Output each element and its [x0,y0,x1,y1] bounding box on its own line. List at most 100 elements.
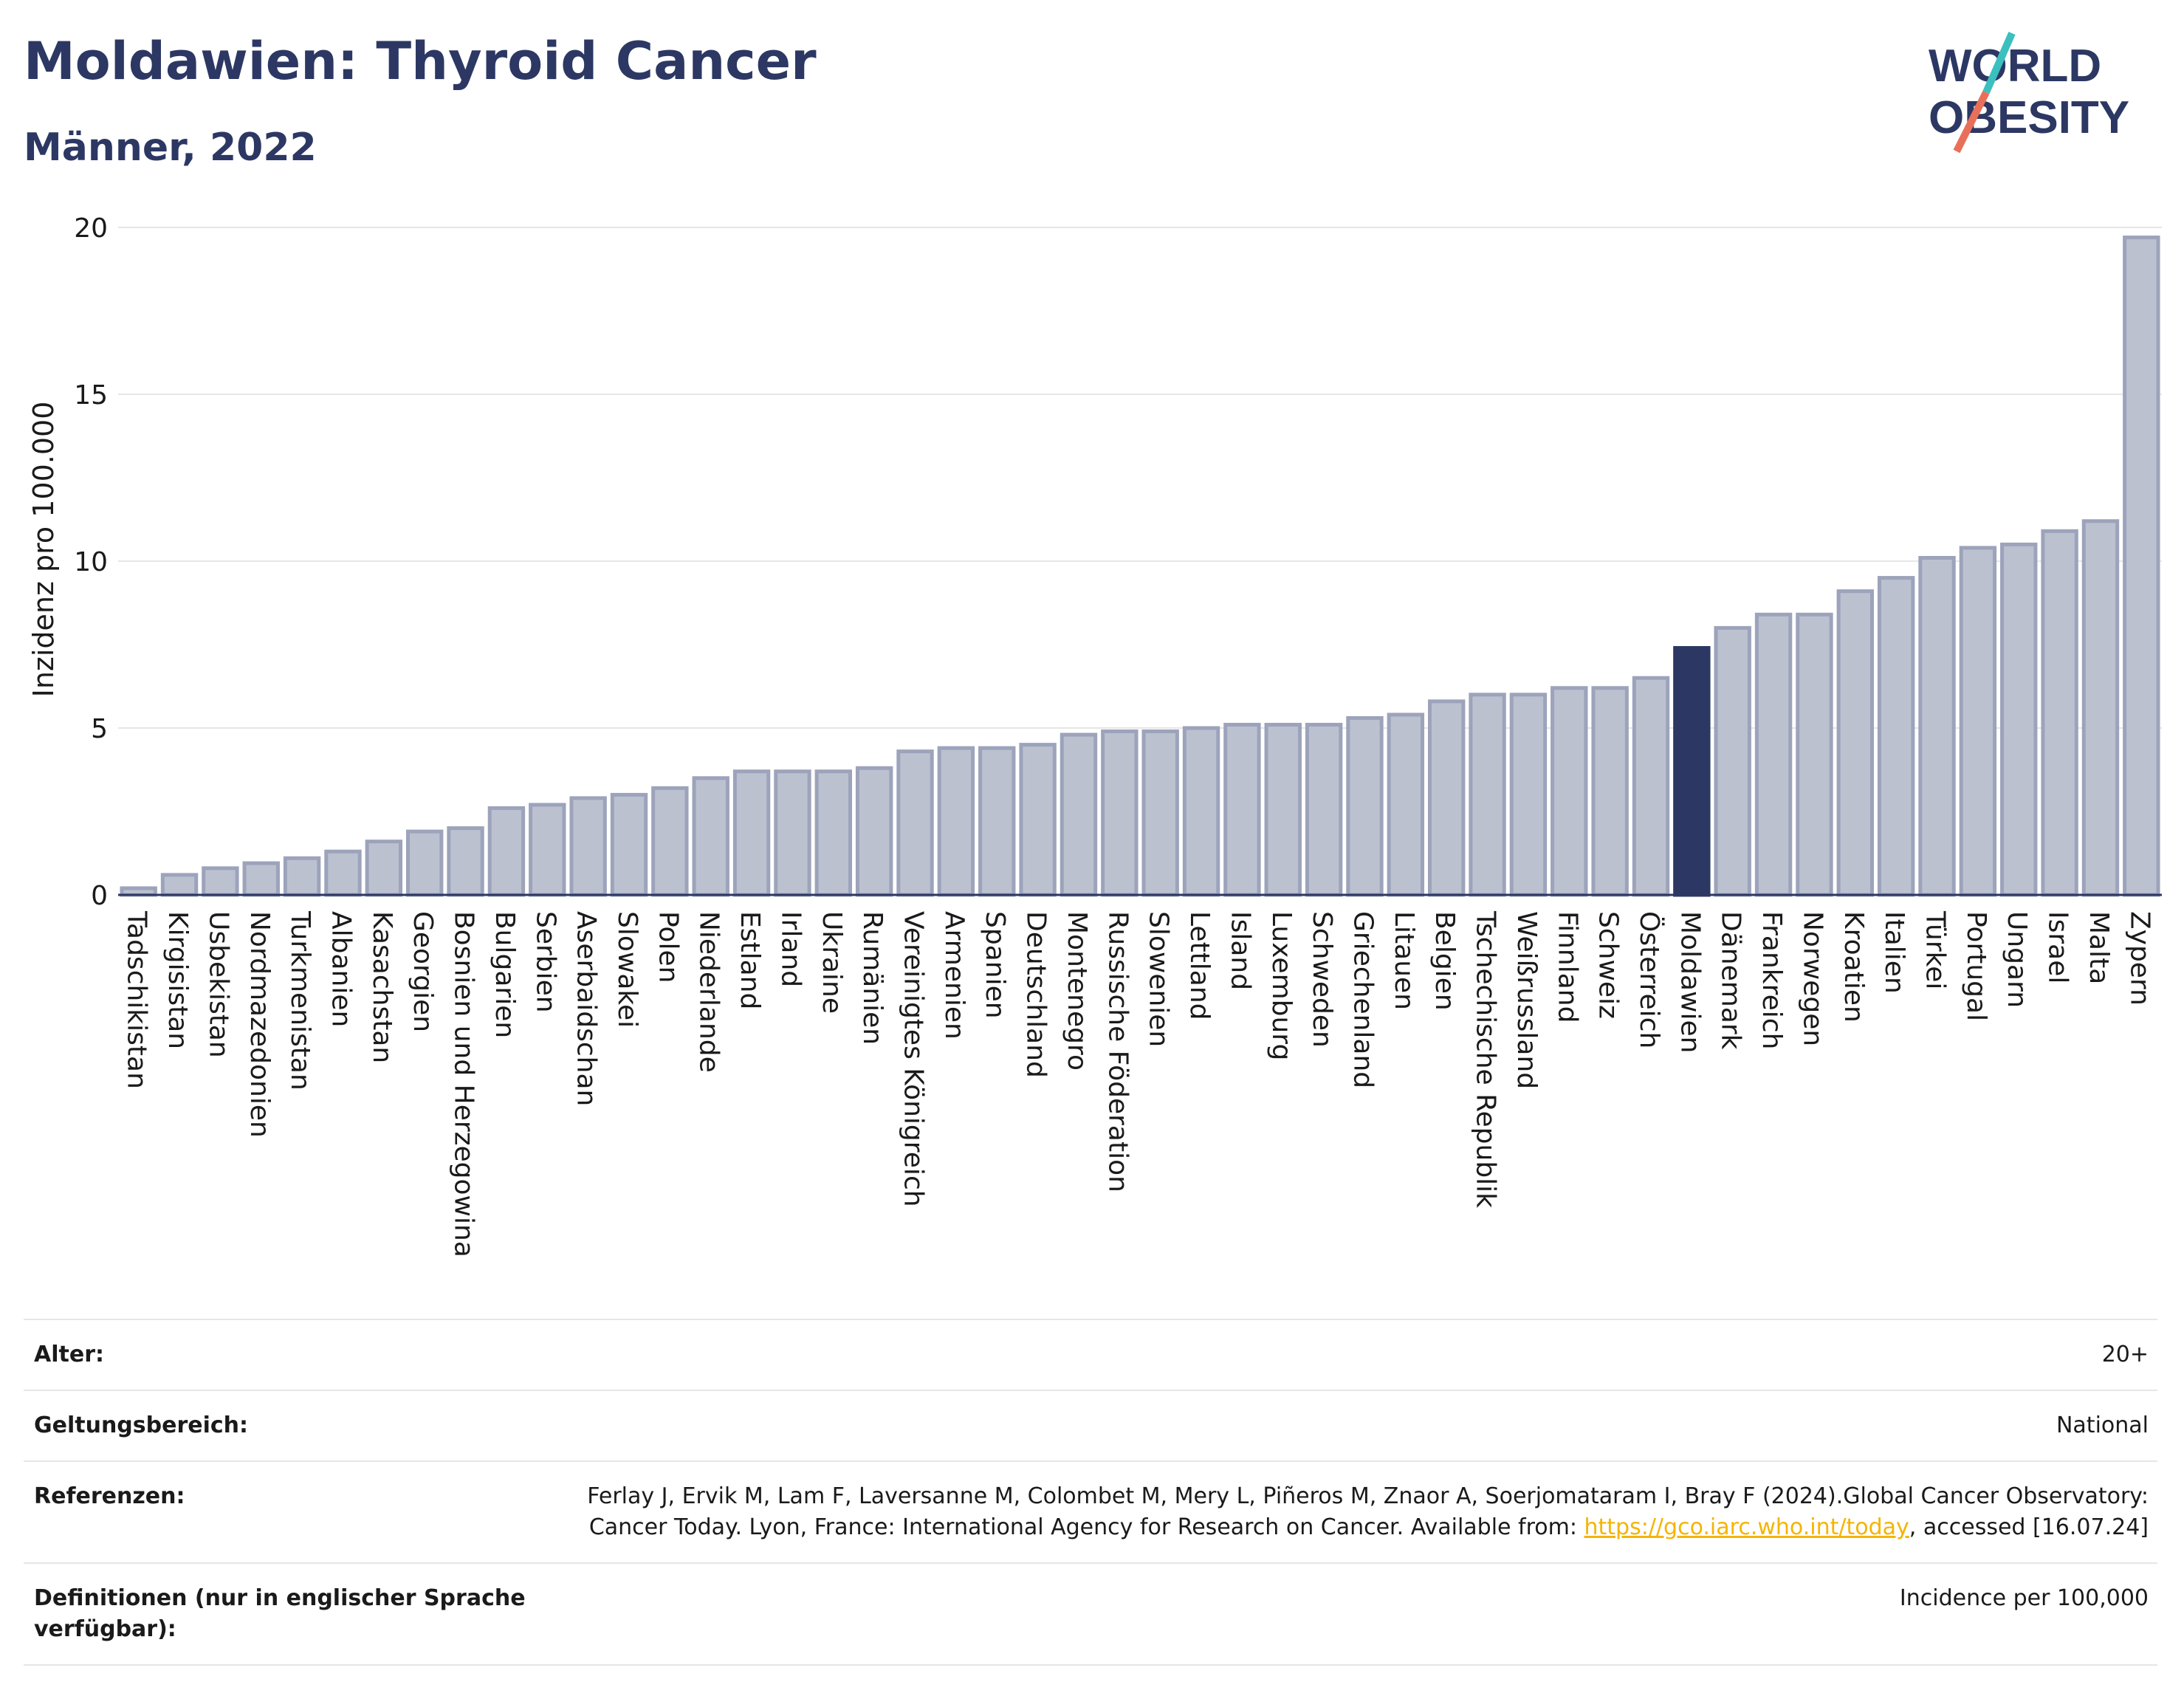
y-tick-label: 20 [74,213,108,244]
x-tick-label: Niederlande [694,911,724,1073]
meta-value-definitions: Incidence per 100,000 [1899,1585,2149,1611]
bar-ungarn [2000,542,2038,897]
bar-lettland [1182,726,1220,897]
x-tick-label: Luxemburg [1266,911,1297,1060]
metadata-table: Alter: 20+ Geltungsbereich: National Ref… [24,1319,2157,1666]
x-tick-label: Vereinigtes Königreich [899,911,929,1207]
x-tick-label: Russische Föderation [1102,911,1133,1192]
x-tick-label: Kasachstan [367,911,397,1063]
reference-accessed: , accessed [16.07.24] [1909,1514,2149,1540]
x-tick-label: Israel [2043,911,2073,983]
chart-subtitle: Männer, 2022 [24,126,317,170]
x-tick-label: Slowakei [612,911,642,1028]
x-tick-label: Frankreich [1757,911,1787,1049]
meta-label-age: Alter: [34,1342,104,1367]
meta-row-age: Alter: 20+ [24,1319,2157,1390]
reference-link[interactable]: https://gco.iarc.who.int/today [1584,1514,1909,1540]
x-tick-label: Moldawien [1675,911,1705,1053]
bar-ukraine [814,769,852,897]
x-tick-label: Usbekistan [203,911,233,1058]
meta-row-references: Referenzen: Ferlay J, Ervik M, Lam F, La… [24,1460,2157,1562]
x-tick-label: Deutschland [1021,911,1051,1078]
world-obesity-logo: WORLD OBESITY [1929,31,2129,154]
bar-chart: 0 5 10 15 20 Inzidenz pro 100.000 Tadschikis… [27,213,2162,1257]
bar-litauen [1387,713,1425,897]
bar-aserbaidschan [569,796,607,897]
x-tick-label: Italien [1879,911,1909,994]
x-tick-label: Schweden [1307,911,1337,1048]
x-tick-label: Tadschikistan [122,910,152,1089]
x-tick-label: Polen [653,911,683,983]
x-tick-label: Rumänien [857,911,887,1045]
bar-kasachstan [365,840,403,897]
meta-label-scope: Geltungsbereich: [34,1412,249,1438]
bar-deutschland [1019,743,1057,897]
meta-row-scope: Geltungsbereich: National [24,1390,2157,1460]
bar-finnland [1551,686,1588,897]
x-tick-label: Finnland [1552,911,1582,1023]
bar-albanien [324,849,362,897]
bar-russische-föderation [1101,729,1139,897]
x-tick-label: Griechenland [1347,911,1378,1088]
bar-luxemburg [1264,722,1302,897]
y-tick-label: 0 [91,881,108,911]
bar-estland [732,769,771,897]
reference-text: Ferlay J, Ervik M, Lam F, Laversanne M, … [587,1483,2149,1540]
x-tick-label: Kirgisistan [162,911,193,1049]
bar-weißrussland [1509,693,1548,897]
bar-usbekistan [202,866,239,897]
bars [120,236,2160,897]
bar-vereinigtes-königreich [896,749,934,897]
x-tick-label: Georgien [408,911,438,1032]
bar-malta [2081,519,2120,897]
x-tick-label: Armenien [939,911,969,1040]
x-tick-label: Belgien [1429,911,1460,1011]
x-tick-label: Montenegro [1062,911,1092,1071]
x-tick-label: Litauen [1389,911,1419,1010]
bar-belgien [1428,699,1466,897]
bar-bosnien-und-herzegowina [447,826,484,897]
y-tick-label: 15 [74,380,108,411]
bar-tschechische-republik [1469,693,1506,897]
x-tick-label: Albanien [326,911,356,1027]
bar-österreich [1632,676,1670,897]
x-tick-label: Estland [735,911,765,1009]
x-tick-label: Norwegen [1797,911,1827,1046]
x-tick-label: Dänemark [1716,911,1746,1050]
x-tick-label: Bulgarien [490,911,520,1038]
x-tick-label: Spanien [980,911,1010,1019]
x-tick-label: Ukraine [817,911,847,1014]
bar-norwegen [1796,612,1833,897]
bar-italien [1877,576,1915,897]
bar-kirgisistan [160,873,199,897]
bar-armenien [937,746,975,897]
x-tick-label: Zypern [2124,911,2154,1006]
x-tick-label: Kroatien [1838,911,1869,1023]
x-tick-label: Slowenien [1144,911,1174,1047]
x-tick-label: Österreich [1634,911,1665,1048]
x-tick-label: Aserbaidschan [571,911,602,1106]
y-axis-label: Inzidenz pro 100.000 [27,402,60,698]
bar-niederlande [692,776,729,897]
bar-dänemark [1714,625,1751,897]
bar-serbien [529,803,566,897]
logo-coral-stroke [1953,90,1990,154]
bar-portugal [1959,546,1997,897]
meta-value-references: Ferlay J, Ervik M, Lam F, Laversanne M, … [580,1481,2149,1543]
x-tick-label: Bosnien und Herzegowina [449,911,479,1257]
y-axis-ticks: 0 5 10 15 20 [74,213,108,911]
x-tick-label: Schweiz [1593,911,1624,1019]
meta-value-age: 20+ [2101,1342,2149,1367]
x-tick-label: Irland [775,911,806,987]
bar-turkmenistan [283,856,321,897]
y-tick-label: 10 [74,547,108,577]
bar-griechenland [1346,715,1384,897]
bar-slowakei [610,792,648,897]
x-tick-label: Malta [2084,911,2114,984]
x-tick-label: Tschechische Republik [1471,910,1501,1208]
x-tick-label: Lettland [1184,911,1215,1020]
meta-label-references: Referenzen: [34,1483,185,1509]
x-tick-label: Island [1225,911,1255,990]
x-tick-label: Nordmazedonien [244,911,275,1138]
bar-irland [774,769,811,897]
